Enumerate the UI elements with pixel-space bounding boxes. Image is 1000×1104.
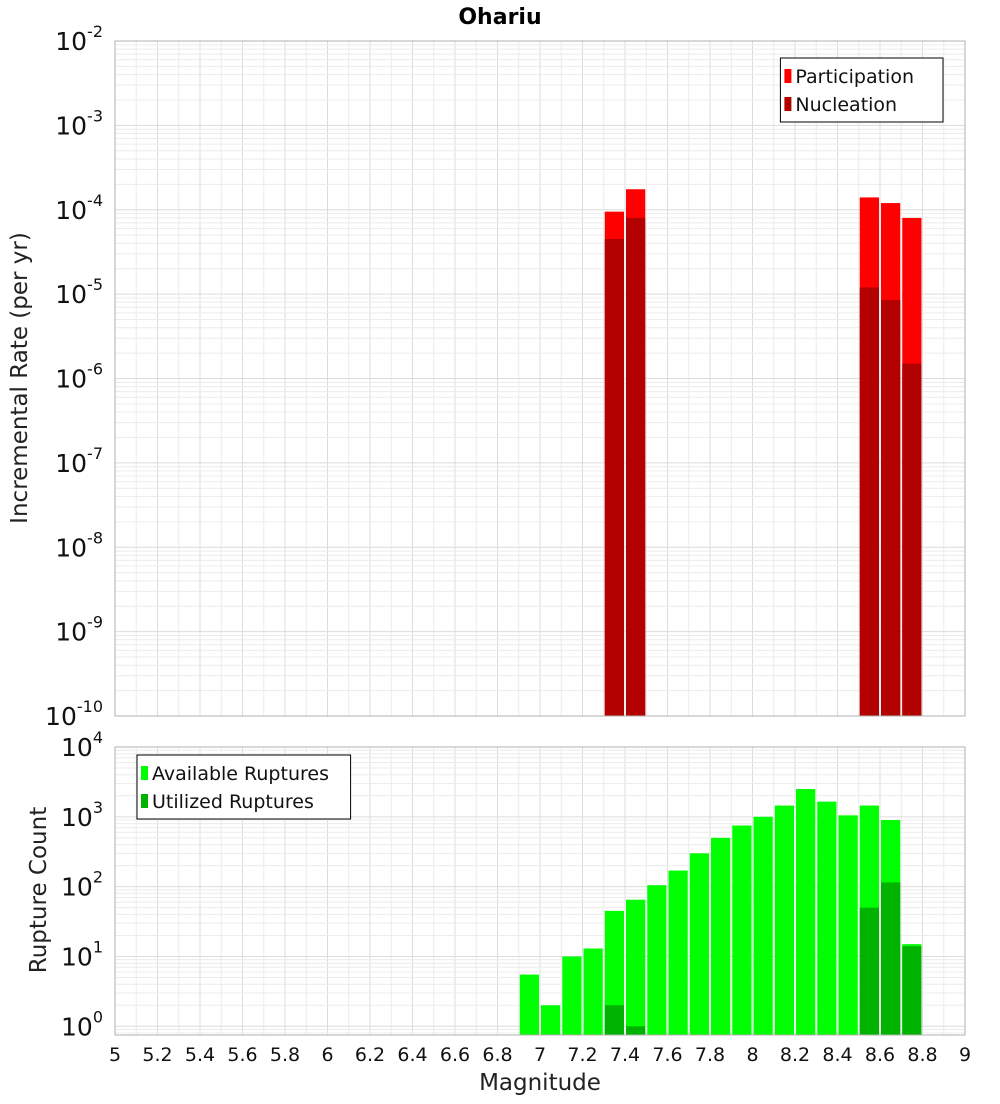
bottom-x-tick-label: 7 bbox=[534, 1044, 546, 1066]
bottom-bar bbox=[881, 882, 901, 1035]
bottom-x-tick-label: 8 bbox=[746, 1044, 758, 1066]
top-y-tick-label: 10-4 bbox=[55, 191, 103, 225]
bottom-legend: Available Ruptures Utilized Ruptures bbox=[136, 754, 352, 820]
bottom-x-tick-label: 7.4 bbox=[610, 1044, 640, 1066]
bottom-bar bbox=[796, 789, 816, 1035]
bottom-x-tick-label: 5 bbox=[109, 1044, 121, 1066]
top-plot-frame bbox=[114, 40, 966, 717]
chart-title: Ohariu bbox=[458, 5, 541, 30]
bottom-bar bbox=[604, 910, 624, 1035]
bottom-x-tick-label: 8.6 bbox=[865, 1044, 895, 1066]
bottom-y-tick-label: 104 bbox=[61, 728, 103, 762]
bottom-plot-frame bbox=[114, 746, 966, 1036]
top-legend-box bbox=[779, 57, 944, 123]
top-legend-label: Nucleation bbox=[795, 94, 897, 116]
bottom-x-tick-label: 5.4 bbox=[185, 1044, 215, 1066]
bottom-bar bbox=[774, 805, 794, 1035]
bottom-y-tick-label: 103 bbox=[61, 798, 103, 832]
bottom-x-tick-label: 6.6 bbox=[440, 1044, 470, 1066]
bottom-x-tick-label: 8.2 bbox=[780, 1044, 810, 1066]
bottom-series-2 bbox=[604, 882, 922, 1035]
bottom-x-tick-label: 7.6 bbox=[652, 1044, 682, 1066]
bottom-legend-swatch bbox=[141, 766, 148, 780]
top-y-tick-labels: 10-2 10-3 10-4 10-5 10-6 10-7 10-8 10-9 10-10 bbox=[45, 22, 103, 731]
bottom-bar bbox=[604, 1005, 624, 1035]
bottom-bar bbox=[838, 815, 858, 1035]
bottom-bar bbox=[668, 870, 688, 1035]
top-bar bbox=[859, 287, 879, 716]
bottom-x-tick-label: 8.4 bbox=[822, 1044, 852, 1066]
bottom-y-tick-label: 102 bbox=[61, 868, 103, 902]
bottom-x-tick-label: 6.8 bbox=[482, 1044, 512, 1066]
top-y-tick-label: 10-10 bbox=[45, 697, 103, 731]
bottom-x-tick-label: 6.4 bbox=[397, 1044, 427, 1066]
bottom-x-tick-label: 5.6 bbox=[227, 1044, 257, 1066]
bottom-y-tick-label: 101 bbox=[61, 937, 103, 971]
top-y-axis-label: Incremental Rate (per yr) bbox=[7, 232, 33, 524]
bottom-x-tick-label: 7.8 bbox=[695, 1044, 725, 1066]
top-y-tick-label: 10-8 bbox=[55, 528, 103, 562]
top-bar bbox=[902, 363, 922, 716]
top-legend-swatch bbox=[784, 97, 792, 111]
top-y-tick-label: 10-6 bbox=[55, 360, 103, 394]
bottom-legend-label: Available Ruptures bbox=[152, 763, 329, 785]
bottom-x-tick-labels: 5 5.2 5.4 5.6 5.8 6 6.2 6.4 6.6 6.8 7 7.2 7.4 7.6 7.8 8… bbox=[109, 1044, 971, 1066]
bottom-bar bbox=[902, 946, 922, 1035]
bottom-legend-label: Utilized Ruptures bbox=[152, 791, 314, 813]
bottom-y-tick-label: 100 bbox=[61, 1007, 103, 1041]
top-y-tick-label: 10-9 bbox=[55, 613, 103, 647]
bottom-x-tick-label: 8.8 bbox=[907, 1044, 937, 1066]
top-y-tick-label: 10-7 bbox=[55, 444, 103, 478]
bottom-bar bbox=[583, 948, 603, 1035]
top-bar bbox=[626, 217, 646, 716]
bottom-y-axis-label: Rupture Count bbox=[26, 807, 52, 973]
top-series-2 bbox=[604, 217, 922, 716]
bottom-bar bbox=[753, 816, 773, 1035]
top-bar bbox=[881, 300, 901, 716]
top-legend-label: Participation bbox=[795, 66, 914, 88]
bottom-x-tick-label: 6 bbox=[321, 1044, 333, 1066]
bottom-legend-box bbox=[136, 754, 352, 820]
top-y-tick-label: 10-3 bbox=[55, 106, 103, 140]
top-panel-rate-plot: 10-2 10-3 10-4 10-5 10-6 10-7 10-8 10-9 10-10 Par… bbox=[45, 22, 966, 731]
bottom-bar bbox=[647, 885, 667, 1035]
top-bar bbox=[604, 239, 624, 716]
bottom-bar bbox=[562, 956, 582, 1035]
bottom-x-tick-label: 5.8 bbox=[270, 1044, 300, 1066]
bottom-x-tick-label: 7.2 bbox=[567, 1044, 597, 1066]
bottom-panel-count-plot: 104 103 102 101 100 5 5.2 5.4 5.6 5.8 6 6.2 6.4 6.6 6.… bbox=[61, 728, 971, 1066]
x-axis-label: Magnitude bbox=[479, 1070, 601, 1096]
bottom-x-tick-label: 9 bbox=[959, 1044, 971, 1066]
bottom-bar bbox=[817, 801, 837, 1035]
bottom-bar bbox=[626, 899, 646, 1035]
bottom-legend-swatch bbox=[141, 794, 148, 808]
bottom-bar bbox=[541, 1005, 561, 1035]
top-legend-swatch bbox=[784, 69, 792, 83]
top-legend: Participation Nucleation bbox=[779, 57, 944, 123]
top-y-tick-label: 10-5 bbox=[55, 275, 103, 309]
bottom-bar bbox=[626, 1026, 646, 1035]
bottom-bar bbox=[732, 825, 752, 1035]
top-y-tick-label: 10-2 bbox=[55, 22, 103, 56]
bottom-y-tick-labels: 104 103 102 101 100 bbox=[61, 728, 103, 1041]
bottom-x-tick-label: 6.2 bbox=[355, 1044, 385, 1066]
bottom-bar bbox=[859, 907, 879, 1035]
bottom-bar bbox=[689, 853, 709, 1035]
bottom-bar bbox=[711, 837, 731, 1035]
bottom-bar bbox=[519, 974, 539, 1035]
bottom-x-tick-label: 5.2 bbox=[142, 1044, 172, 1066]
